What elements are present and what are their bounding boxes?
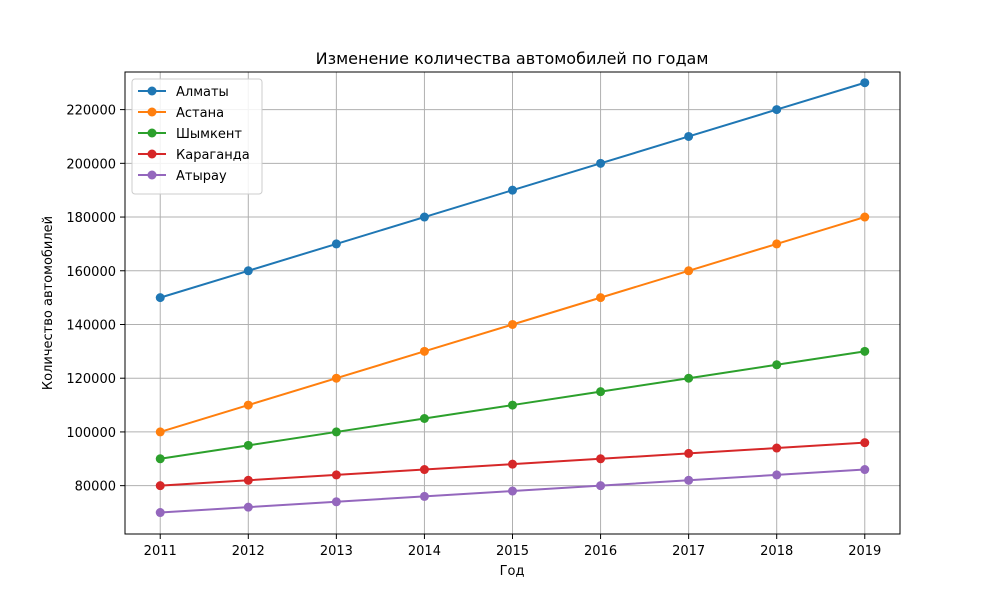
data-point — [243, 266, 253, 276]
x-tick-label: 2018 — [760, 544, 793, 559]
legend: Алматы Астана Шымкент Караганда Атырау — [131, 78, 263, 195]
data-point — [419, 346, 429, 356]
x-tick-label: 2012 — [232, 544, 265, 559]
y-tick-label: 160000 — [66, 265, 116, 280]
data-point — [684, 373, 694, 383]
y-tick-label: 100000 — [66, 426, 116, 441]
data-point — [155, 508, 165, 518]
series-2 — [155, 212, 870, 437]
legend-box — [131, 78, 263, 195]
data-point — [243, 400, 253, 410]
x-tick-label: 2019 — [848, 544, 881, 559]
legend-marker — [147, 128, 157, 138]
data-point — [772, 239, 782, 249]
legend-marker — [147, 149, 157, 159]
data-point — [860, 346, 870, 356]
data-point — [596, 158, 606, 168]
data-point — [331, 470, 341, 480]
legend-item: Караганда — [138, 148, 250, 163]
series-5 — [155, 465, 870, 518]
data-point — [419, 414, 429, 423]
data-point — [596, 481, 606, 491]
data-point — [860, 212, 870, 222]
legend-item: Алматы — [138, 85, 229, 100]
data-point — [331, 239, 341, 249]
x-tick-label: 2016 — [584, 544, 617, 559]
data-point — [860, 78, 870, 88]
legend-label: Атырау — [176, 169, 227, 184]
legend-label: Астана — [176, 106, 224, 121]
data-point — [772, 105, 782, 115]
x-axis: 2011 2012 2013 2014 2015 2016 2017 2018 2019 — [144, 534, 881, 559]
data-point — [684, 131, 694, 141]
data-point — [243, 440, 253, 450]
y-axis: 80000 100000 120000 140000 160000 180000 20000… — [66, 104, 125, 495]
data-point — [155, 293, 165, 303]
y-tick-label: 120000 — [66, 372, 116, 387]
data-point — [684, 266, 694, 276]
data-point — [772, 443, 782, 453]
data-point — [155, 454, 165, 464]
y-tick-label: 80000 — [75, 480, 116, 495]
x-axis-label: Год — [500, 564, 525, 579]
data-point — [684, 448, 694, 458]
x-tick-label: 2013 — [320, 544, 353, 559]
chart-title: Изменение количества автомобилей по года… — [316, 49, 709, 68]
x-tick-label: 2014 — [408, 544, 441, 559]
legend-marker — [147, 107, 157, 117]
data-point — [772, 360, 782, 370]
data-point — [508, 319, 517, 329]
data-point — [684, 475, 694, 485]
data-point — [596, 293, 606, 303]
data-point — [508, 185, 517, 195]
data-point — [419, 465, 429, 475]
data-point — [243, 502, 253, 512]
data-point — [508, 486, 517, 496]
y-tick-label: 200000 — [66, 157, 116, 172]
series-3 — [155, 346, 870, 464]
series-layer — [155, 78, 870, 518]
legend-item: Шымкент — [138, 127, 242, 142]
x-tick-label: 2015 — [496, 544, 529, 559]
data-point — [596, 454, 606, 464]
data-point — [331, 497, 341, 507]
data-point — [331, 373, 341, 383]
legend-item: Астана — [138, 106, 224, 121]
legend-marker — [147, 170, 157, 180]
legend-item: Атырау — [138, 169, 227, 184]
data-point — [243, 475, 253, 485]
data-point — [508, 400, 517, 410]
data-point — [331, 427, 341, 437]
data-point — [155, 427, 165, 437]
legend-marker — [147, 86, 157, 96]
data-point — [772, 470, 782, 480]
series-4 — [155, 438, 870, 491]
data-point — [860, 438, 870, 448]
y-tick-label: 140000 — [66, 318, 116, 333]
data-point — [508, 459, 517, 469]
x-tick-label: 2011 — [144, 544, 177, 559]
legend-label: Шымкент — [176, 127, 242, 142]
legend-label: Караганда — [176, 148, 250, 163]
data-point — [419, 491, 429, 501]
y-axis-label: Количество автомобилей — [41, 216, 56, 390]
data-point — [596, 387, 606, 397]
y-tick-label: 220000 — [66, 104, 116, 119]
data-point — [419, 212, 429, 222]
data-point — [155, 481, 165, 491]
data-point — [860, 465, 870, 475]
y-tick-label: 180000 — [66, 211, 116, 226]
legend-label: Алматы — [176, 85, 229, 100]
x-tick-label: 2017 — [672, 544, 705, 559]
series-1 — [155, 78, 870, 303]
